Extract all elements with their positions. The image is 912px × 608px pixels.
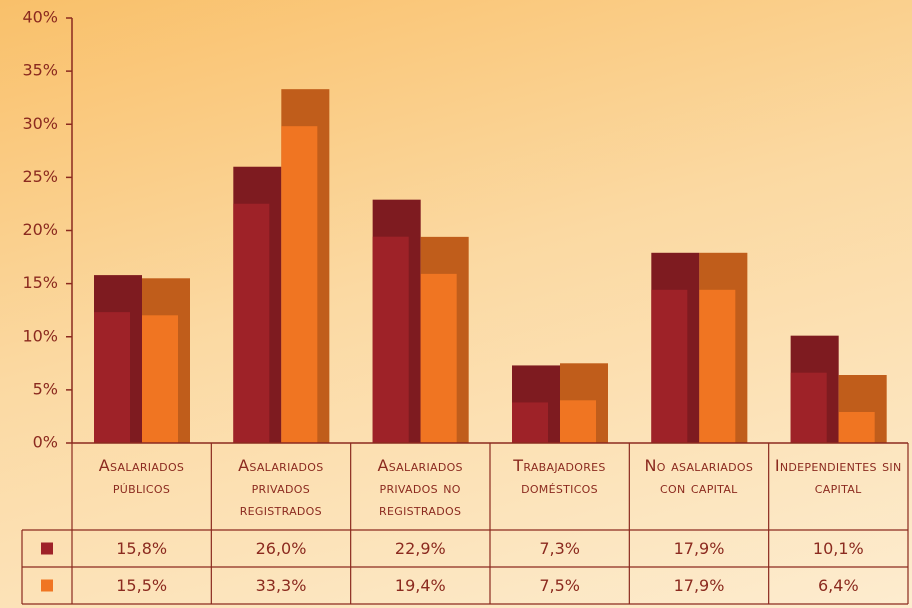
- bar-face: [372, 236, 409, 443]
- legend-swatch: [41, 542, 53, 555]
- y-tick-label: 25%: [22, 167, 58, 186]
- x-tick-label: Asalariados privados registrados: [238, 456, 324, 519]
- value-label: 15,8%: [116, 539, 167, 558]
- value-label: 15,5%: [116, 576, 167, 595]
- value-label: 22,9%: [395, 539, 446, 558]
- value-label: 26,0%: [256, 539, 307, 558]
- y-tick-label: 20%: [22, 220, 58, 239]
- y-tick-label: 40%: [22, 8, 58, 27]
- value-label: 7,3%: [539, 539, 580, 558]
- value-label: 6,4%: [818, 576, 859, 595]
- y-tick-label: 0%: [33, 433, 58, 452]
- legend-swatch: [41, 579, 53, 592]
- value-label: 17,9%: [674, 539, 725, 558]
- bar-face: [838, 412, 875, 443]
- bar-face: [699, 289, 736, 443]
- value-label: 33,3%: [256, 576, 307, 595]
- bar-face: [512, 402, 548, 443]
- bar-face: [790, 372, 827, 443]
- bar-face: [560, 400, 596, 443]
- bar-face: [651, 289, 688, 443]
- y-tick-label: 30%: [22, 114, 58, 133]
- x-tick-label: Asalariados privados no registrados: [377, 456, 463, 519]
- x-tick-label: Independientes sin capital: [774, 456, 902, 497]
- bar-face: [233, 203, 270, 443]
- y-tick-label: 15%: [22, 273, 58, 292]
- x-tick-label: Trabajadores domésticos: [513, 456, 606, 497]
- bar-face: [420, 273, 457, 443]
- bar-face: [281, 126, 318, 443]
- value-label: 7,5%: [539, 576, 580, 595]
- y-tick-label: 5%: [33, 379, 58, 398]
- value-label: 19,4%: [395, 576, 446, 595]
- y-tick-label: 10%: [22, 326, 58, 345]
- y-tick-label: 35%: [22, 61, 58, 80]
- value-label: 10,1%: [813, 539, 864, 558]
- bar-face: [94, 312, 130, 443]
- bar-face: [142, 315, 178, 443]
- x-tick-label: Asalariados públicos: [98, 456, 185, 497]
- value-label: 17,9%: [674, 576, 725, 595]
- x-tick-label: No asalariados con capital: [644, 456, 754, 497]
